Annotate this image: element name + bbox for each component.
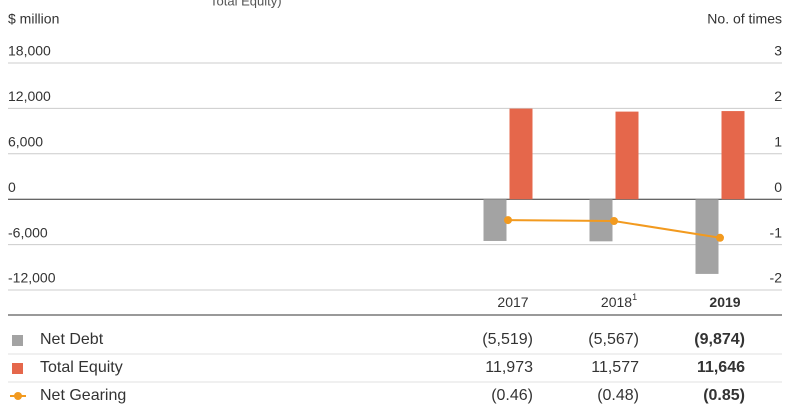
legend-label: Net Debt — [40, 331, 104, 348]
value-label: (0.48) — [597, 387, 639, 404]
column-header: 20181 — [601, 292, 637, 309]
y-tick-label: -6,000 — [8, 224, 48, 240]
y-tick-label: 12,000 — [8, 88, 51, 104]
y-tick-label: -12,000 — [8, 270, 56, 286]
footnote-mark: 1 — [632, 292, 637, 302]
column-header-text: 2018 — [601, 294, 632, 310]
chart-title: Total Equity) — [210, 0, 282, 8]
column-header: 2019 — [709, 294, 740, 310]
value-label: (9,874) — [694, 331, 745, 348]
value-label: (5,519) — [482, 331, 533, 348]
legend-swatch — [12, 335, 23, 346]
y-tick-label: 18,000 — [8, 43, 51, 59]
y2-tick-label: 2 — [774, 88, 782, 104]
y2-tick-label: -2 — [770, 270, 783, 286]
line-point — [610, 216, 618, 225]
legend-label: Net Gearing — [40, 387, 126, 404]
column-header-text: 2019 — [709, 294, 740, 310]
y2-tick-label: -1 — [770, 224, 783, 240]
legend-dot — [14, 392, 22, 400]
y-axis-label: $ million — [8, 11, 59, 27]
bar — [615, 111, 639, 200]
bar — [509, 108, 533, 200]
y2-tick-label: 3 — [774, 43, 782, 59]
bar — [483, 199, 507, 241]
bar — [721, 111, 745, 200]
y-tick-label: 6,000 — [8, 134, 43, 150]
value-label: 11,646 — [697, 359, 745, 376]
y2-tick-label: 1 — [774, 134, 782, 150]
y2-tick-label: 0 — [774, 179, 782, 195]
value-label: 11,973 — [485, 359, 533, 376]
line-point — [504, 216, 512, 225]
value-label: (0.85) — [703, 387, 745, 404]
y2-axis-label: No. of times — [707, 11, 782, 27]
legend-swatch — [12, 363, 23, 374]
line-point — [716, 233, 724, 242]
y-tick-label: 0 — [8, 179, 16, 195]
legend-label: Total Equity — [40, 359, 123, 376]
value-label: (5,567) — [588, 331, 639, 348]
value-label: 11,577 — [591, 359, 639, 376]
value-label: (0.46) — [491, 387, 533, 404]
column-header: 2017 — [497, 294, 528, 310]
column-header-text: 2017 — [497, 294, 528, 310]
